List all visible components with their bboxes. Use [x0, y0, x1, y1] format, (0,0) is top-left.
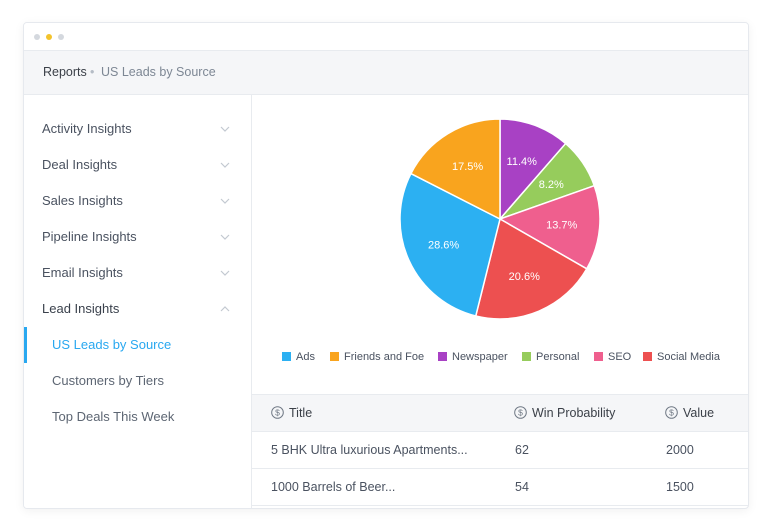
- legend-swatch: [522, 352, 531, 361]
- pie-data-label-newspaper: 11.4%: [507, 156, 538, 168]
- chevron-down-icon: [220, 183, 232, 219]
- legend-label: Ads: [296, 351, 315, 363]
- legend-swatch: [282, 352, 291, 361]
- legend-label: Social Media: [657, 351, 720, 363]
- chevron-up-icon: [220, 291, 232, 327]
- chevron-down-icon: [220, 147, 232, 183]
- sidebar-item-label: Email Insights: [42, 265, 123, 280]
- chevron-down-icon: [220, 111, 232, 147]
- sidebar-item-label: Lead Insights: [42, 301, 120, 316]
- legend-swatch: [330, 352, 339, 361]
- column-header-label: Win Probability: [532, 406, 616, 420]
- sidebar: Activity Insights Deal Insights Sales In…: [24, 95, 252, 508]
- sidebar-subitem-customers-by-tiers[interactable]: Customers by Tiers: [24, 363, 251, 399]
- legend-label: SEO: [608, 351, 632, 363]
- dollar-circle-icon: $: [514, 406, 527, 419]
- svg-text:$: $: [518, 408, 523, 418]
- sidebar-subitem-label: Top Deals This Week: [52, 409, 175, 424]
- window-control-dot[interactable]: [34, 34, 40, 40]
- table-row[interactable]: 1000 Barrels of Beer... 54 1500: [252, 469, 748, 506]
- sidebar-subitem-label: US Leads by Source: [52, 337, 172, 352]
- pie-data-label-ads: 28.6%: [428, 240, 459, 252]
- sidebar-item-pipeline-insights[interactable]: Pipeline Insights: [24, 219, 251, 255]
- pie-data-label-friends-and-foe: 17.5%: [452, 161, 483, 173]
- app-window: Reports • US Leads by Source Activity In…: [23, 22, 749, 509]
- pie-chart: 11.4%8.2% 13.7% 20.6% 28.6% 17.5%: [399, 118, 601, 320]
- sidebar-item-label: Sales Insights: [42, 193, 123, 208]
- legend-label: Friends and Foe: [344, 351, 425, 363]
- column-header-label: Value: [683, 406, 715, 420]
- table-row[interactable]: 5 BHK Ultra luxurious Apartments... 62 2…: [252, 432, 748, 469]
- breadcrumb: Reports • US Leads by Source: [24, 50, 748, 95]
- table-header: $ Title $ Win Probability $ Value: [252, 394, 748, 432]
- window-titlebar: [24, 23, 748, 50]
- pie-data-label-social-media: 20.6%: [509, 271, 540, 283]
- cell-value: 2000: [666, 443, 694, 457]
- breadcrumb-current: US Leads by Source: [101, 65, 216, 79]
- window-control-dot[interactable]: [58, 34, 64, 40]
- sidebar-item-activity-insights[interactable]: Activity Insights: [24, 111, 251, 147]
- svg-text:$: $: [275, 408, 280, 418]
- legend-swatch: [438, 352, 447, 361]
- cell-title: 1000 Barrels of Beer...: [271, 480, 396, 494]
- legend-swatch: [594, 352, 603, 361]
- chevron-down-icon: [220, 255, 232, 291]
- cell-value: 1500: [666, 480, 694, 494]
- report-panel: 11.4% 8.2% 13.7% 20.6% 28.6% 17.5% Ads Friends…: [252, 95, 748, 508]
- legend-label: Newspaper: [452, 351, 508, 363]
- sidebar-item-label: Activity Insights: [42, 121, 132, 136]
- pie-slice-social-media[interactable]: [474, 217, 588, 320]
- cell-win-probability: 62: [515, 443, 529, 457]
- sidebar-item-lead-insights[interactable]: Lead Insights: [24, 291, 251, 327]
- pie-slice-friends-and-foe[interactable]: [409, 118, 501, 221]
- chevron-down-icon: [220, 219, 232, 255]
- cell-title: 5 BHK Ultra luxurious Apartments...: [271, 443, 468, 457]
- svg-text:$: $: [669, 408, 674, 418]
- active-indicator: [24, 327, 27, 363]
- sidebar-item-label: Pipeline Insights: [42, 229, 137, 244]
- dollar-circle-icon: $: [271, 406, 284, 419]
- pie-slice-ads[interactable]: [399, 172, 501, 317]
- dollar-circle-icon: $: [665, 406, 678, 419]
- column-header-label: Title: [289, 406, 313, 420]
- breadcrumb-reports-link[interactable]: Reports: [43, 65, 87, 79]
- window-control-dot[interactable]: [46, 34, 52, 40]
- legend-swatch: [643, 352, 652, 361]
- sidebar-item-label: Deal Insights: [42, 157, 118, 172]
- sidebar-item-sales-insights[interactable]: Sales Insights: [24, 183, 251, 219]
- pie-data-label-seo: 13.7%: [546, 220, 577, 232]
- sidebar-item-email-insights[interactable]: Email Insights: [24, 255, 251, 291]
- pie-slice-newspaper[interactable]: [499, 118, 567, 222]
- sidebar-item-deal-insights[interactable]: Deal Insights: [24, 147, 251, 183]
- cell-win-probability: 54: [515, 480, 529, 494]
- breadcrumb-separator: •: [90, 65, 95, 79]
- sidebar-subitem-label: Customers by Tiers: [52, 373, 164, 388]
- chart-legend: Ads Friends and Foe Newspaper Personal SEO So…: [252, 347, 748, 367]
- legend-label: Personal: [536, 351, 580, 363]
- sidebar-subitem-us-leads-by-source[interactable]: US Leads by Source: [24, 327, 251, 363]
- pie-slice-seo[interactable]: [498, 184, 601, 270]
- pie-data-label-personal: 8.2%: [539, 179, 564, 191]
- sidebar-subitem-top-deals-this-week[interactable]: Top Deals This Week: [24, 399, 251, 435]
